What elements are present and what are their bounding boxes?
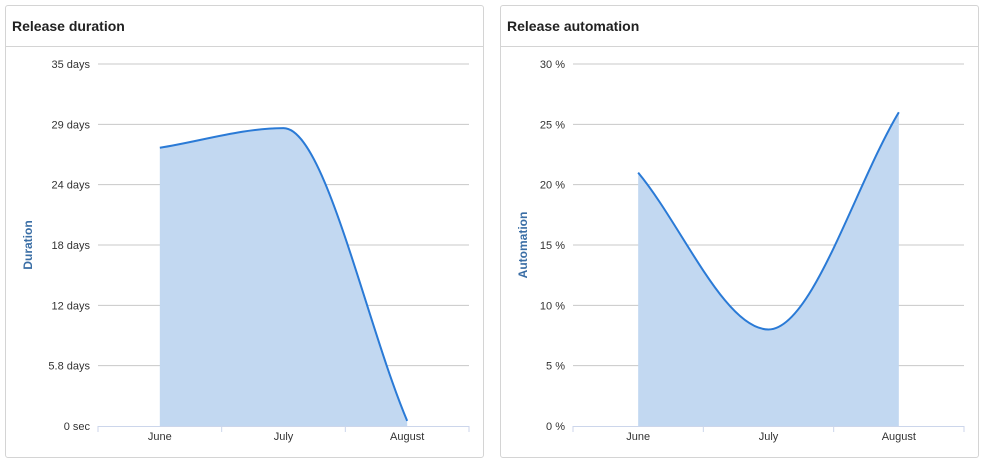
y-axis-title: Automation <box>516 212 530 279</box>
y-tick-label: 10 % <box>540 300 565 312</box>
y-tick-label: 25 % <box>540 119 565 131</box>
x-tick-label: August <box>882 431 916 443</box>
y-tick-label: 15 % <box>540 240 565 252</box>
y-tick-label: 5.8 days <box>48 361 90 373</box>
release-automation-panel: Release automation 0 % 5 % 10 % 15 % 20 % 25 … <box>500 5 979 458</box>
series-area <box>638 112 899 427</box>
release-automation-chart: 0 % 5 % 10 % 15 % 20 % 25 % 30 % June July August… <box>516 59 965 443</box>
release-duration-panel: Release duration 0 sec 5.8 days 12 days 18 … <box>5 5 484 458</box>
x-tick-label: June <box>148 431 172 443</box>
panel-title: Release duration <box>12 18 125 34</box>
y-tick-label: 20 % <box>540 180 565 192</box>
y-axis-title: Duration <box>21 220 35 269</box>
panel-title: Release automation <box>507 18 640 34</box>
panel-header: Release automation <box>501 6 978 47</box>
y-tick-label: 0 sec <box>64 421 91 433</box>
y-tick-label: 5 % <box>546 361 565 373</box>
y-tick-label: 18 days <box>51 240 90 252</box>
y-tick-label: 24 days <box>51 180 90 192</box>
series-area <box>159 128 408 426</box>
release-duration-chart: 0 sec 5.8 days 12 days 18 days 24 days 29 day… <box>21 59 470 443</box>
y-tick-label: 29 days <box>51 119 90 131</box>
x-tick-label: June <box>626 431 650 443</box>
x-tick-label: July <box>274 431 294 443</box>
y-tick-label: 12 days <box>51 300 90 312</box>
series-line <box>159 127 409 422</box>
y-tick-label: 35 days <box>51 59 90 71</box>
panel-header: Release duration <box>6 6 483 47</box>
y-tick-label: 0 % <box>546 421 565 433</box>
x-tick-label: July <box>759 431 779 443</box>
y-tick-label: 30 % <box>540 59 565 71</box>
x-tick-label: August <box>390 431 424 443</box>
series-line <box>637 111 900 331</box>
